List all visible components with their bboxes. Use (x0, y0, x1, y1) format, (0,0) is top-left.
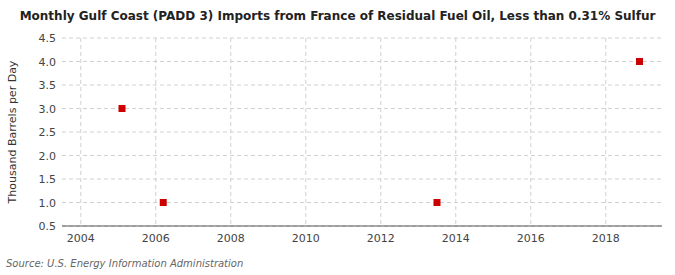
points (119, 58, 644, 206)
x-tick-label: 2008 (217, 232, 245, 245)
x-grid-line (230, 38, 231, 226)
x-grid-line (305, 38, 306, 226)
x-grid-line (155, 38, 156, 226)
y-tick-label: 1.0 (39, 197, 57, 210)
y-tick-label: 4.0 (39, 56, 57, 69)
y-tick-label: 3.0 (39, 103, 57, 116)
y-axis-label: Thousand Barrels per Day (6, 60, 19, 204)
y-grid-line (62, 108, 662, 109)
y-grid-line (62, 179, 662, 180)
x-tick-label: 2014 (442, 232, 470, 245)
y-tick-label: 2.5 (39, 126, 57, 139)
x-tick-label: 2006 (142, 232, 170, 245)
x-grid-line (80, 38, 81, 226)
y-grid-line (62, 38, 662, 39)
x-tick-label: 2004 (67, 232, 95, 245)
y-grid-line (62, 202, 662, 203)
y-tick-label: 1.5 (39, 173, 57, 186)
title: Monthly Gulf Coast (PADD 3) Imports from… (20, 9, 656, 23)
y-tick-label: 2.0 (39, 150, 57, 163)
y-tick-label: 3.5 (39, 79, 57, 92)
x-tick-label: 2010 (292, 232, 320, 245)
x-axis-line (62, 226, 662, 227)
x-grid-line (605, 38, 606, 226)
y-grid-line (62, 85, 662, 86)
x-tick-label: 2018 (592, 232, 620, 245)
point (160, 199, 167, 206)
y-tick-label: 0.5 (39, 220, 57, 233)
y-grid-line (62, 226, 662, 227)
grid (62, 38, 662, 226)
point (636, 58, 643, 65)
x-tick-label: 2012 (367, 232, 395, 245)
source-note: Source: U.S. Energy Information Administ… (6, 258, 243, 269)
point (434, 199, 441, 206)
point (119, 105, 126, 112)
y-tick-label: 4.5 (39, 32, 57, 45)
chart: Monthly Gulf Coast (PADD 3) Imports from… (0, 0, 675, 275)
x-tick-label: 2016 (517, 232, 545, 245)
x-grid-line (455, 38, 456, 226)
x-grid-line (530, 38, 531, 226)
y-grid-line (62, 61, 662, 62)
x-grid-line (380, 38, 381, 226)
y-grid-line (62, 155, 662, 156)
y-grid-line (62, 132, 662, 133)
